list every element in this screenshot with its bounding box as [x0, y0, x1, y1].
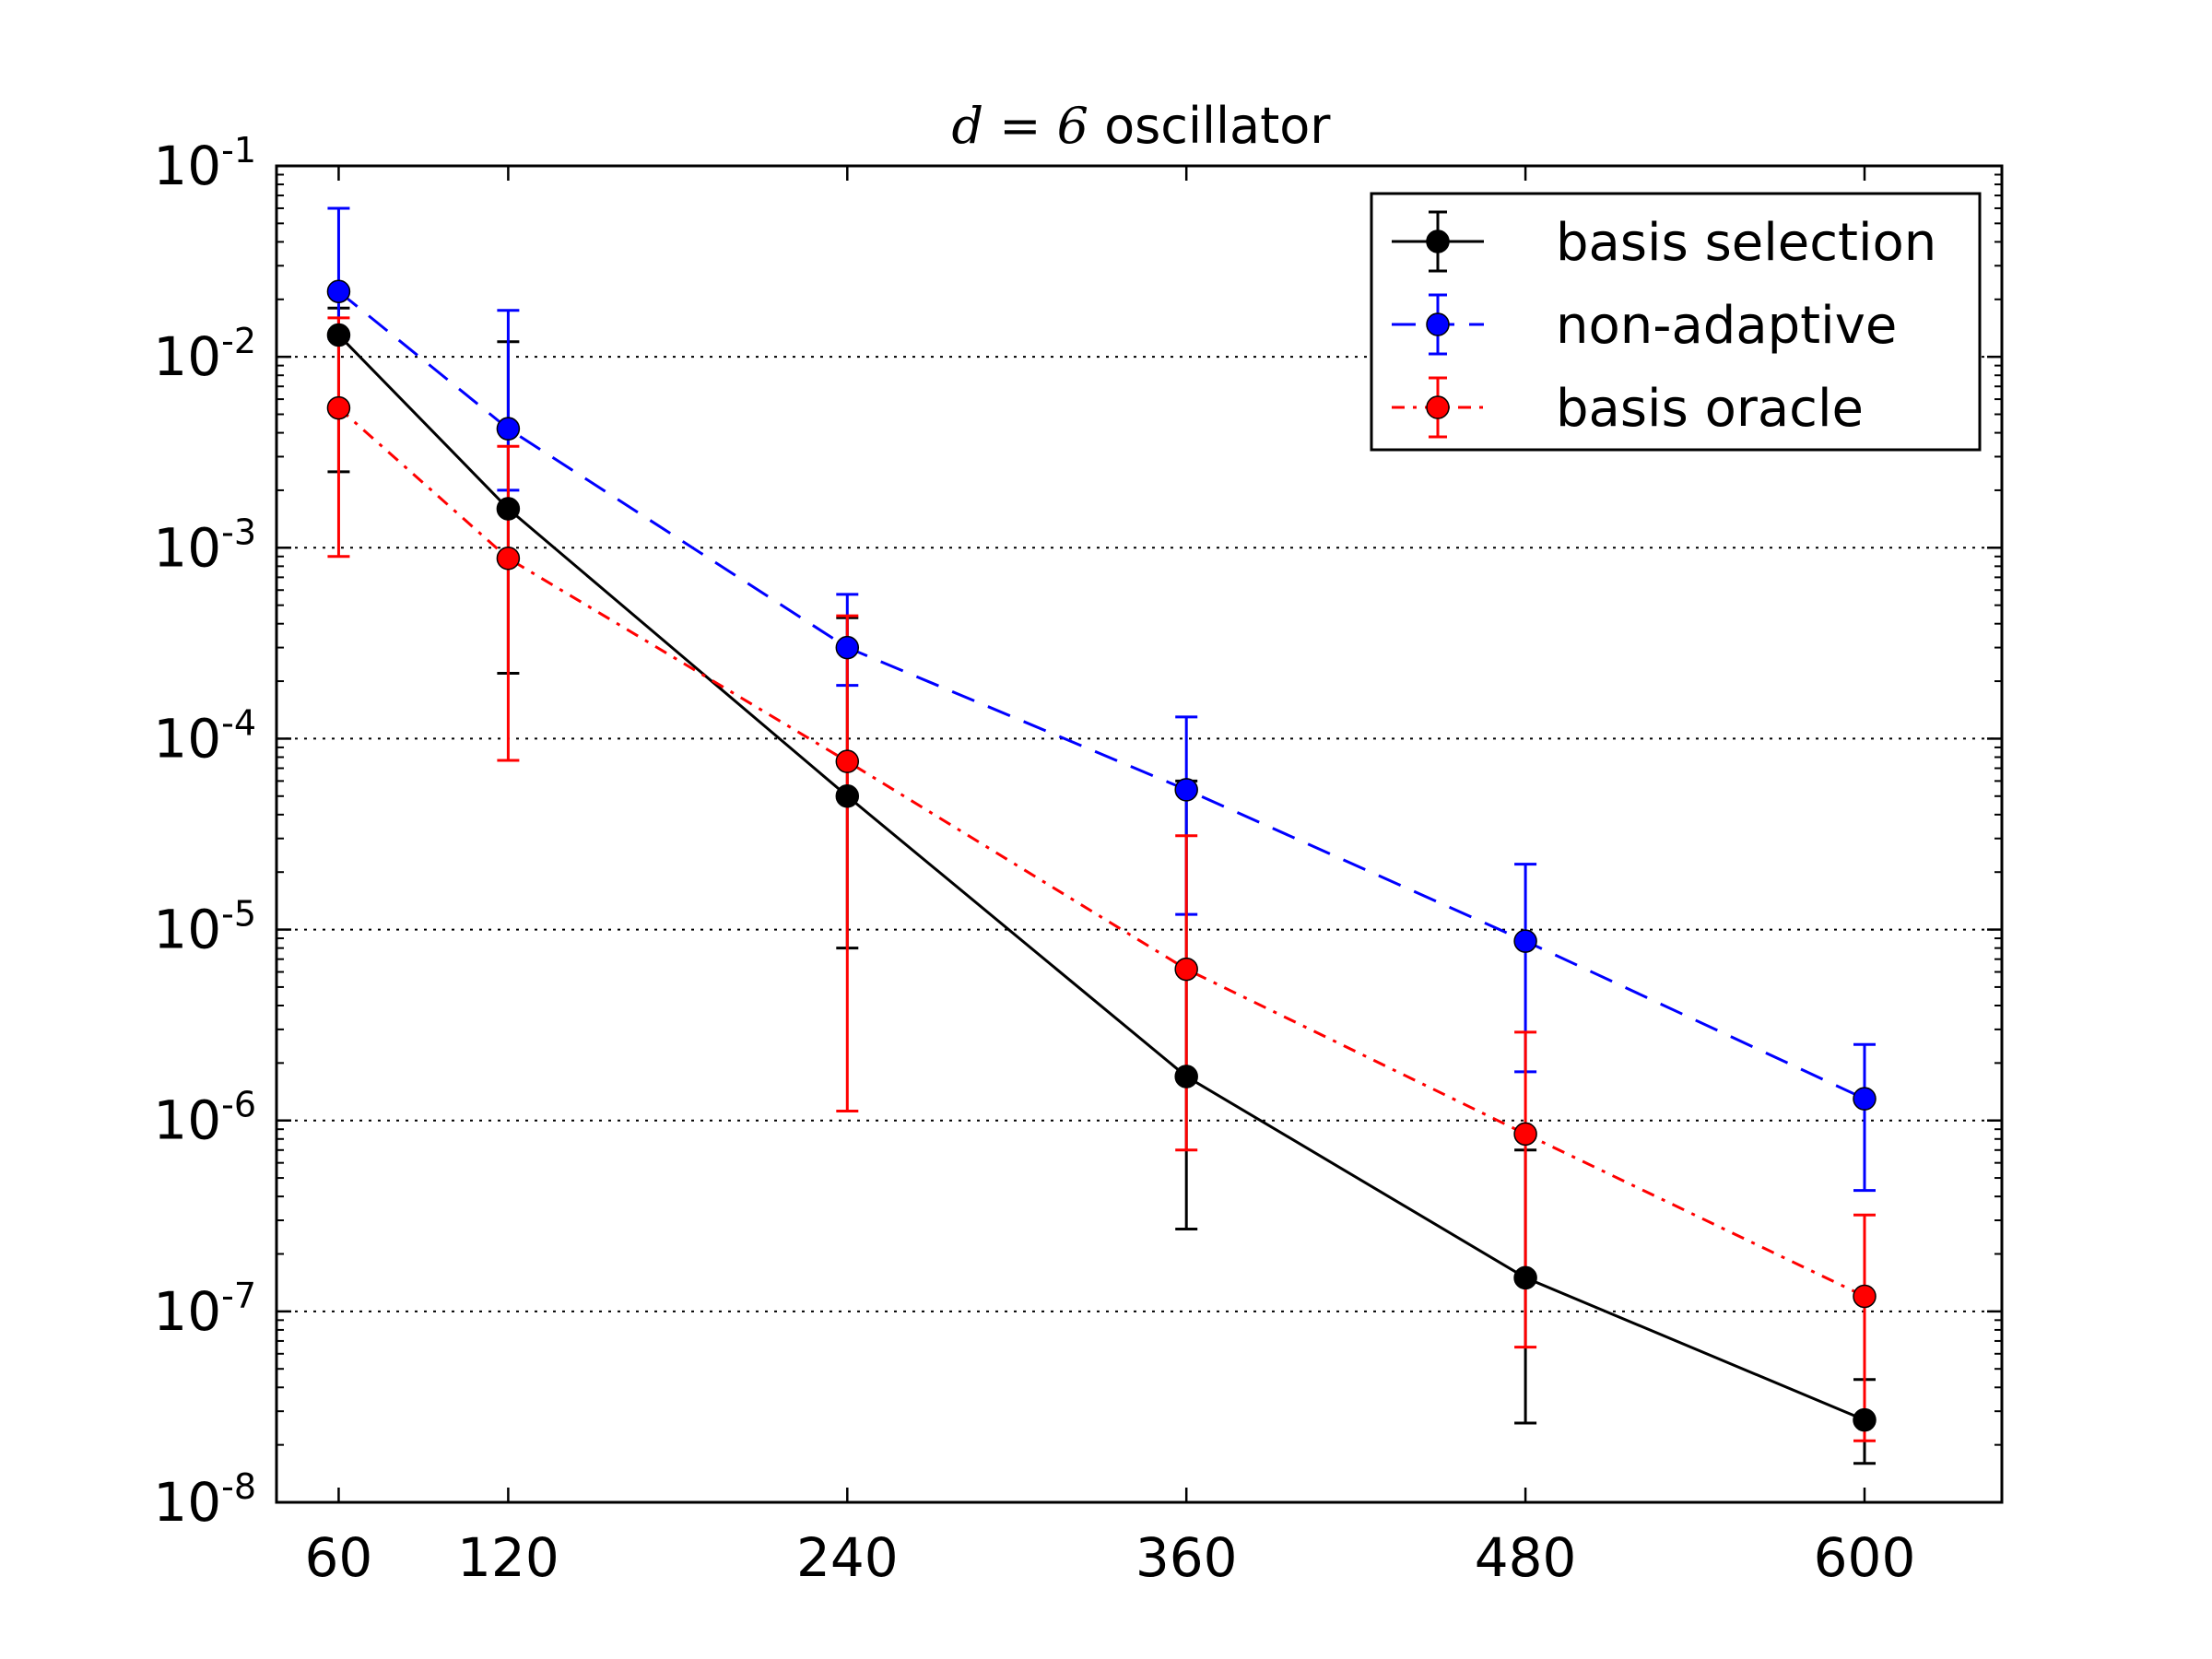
data-point [1513, 929, 1537, 953]
x-tick-label: 240 [796, 1526, 899, 1589]
grid-lines [276, 356, 2002, 1312]
data-point [326, 279, 351, 303]
series-line-0 [337, 334, 1865, 1422]
data-point [1174, 778, 1198, 802]
legend-marker [1426, 395, 1450, 419]
x-tick-label: 60 [305, 1526, 373, 1589]
x-tick-label: 360 [1135, 1526, 1238, 1589]
data-point [1513, 1265, 1537, 1290]
y-tick-label: 10-4 [153, 702, 256, 770]
y-tick-label: 10-8 [153, 1466, 256, 1534]
axes: 10-8 10-7 10-6 10-5 10-4 10-3 10-2 10-1 60 120 240… [153, 130, 2002, 1589]
x-tick-label: 600 [1814, 1526, 1916, 1589]
chart-title: d = 6 oscillator [951, 97, 1331, 155]
legend-label: basis oracle [1556, 379, 1864, 439]
data-point [496, 497, 521, 521]
data-point [835, 635, 860, 660]
series-line-2 [337, 406, 1865, 1298]
data-point [1853, 1284, 1877, 1309]
x-tick-label: 120 [457, 1526, 559, 1589]
data-point [1853, 1407, 1877, 1432]
data-point [496, 417, 521, 441]
legend-label: basis selection [1556, 213, 1936, 273]
data-point [1174, 957, 1198, 982]
x-tick-label: 480 [1475, 1526, 1577, 1589]
data-point [835, 784, 860, 808]
data-point [1513, 1122, 1537, 1147]
y-tick-label: 10-7 [153, 1276, 256, 1343]
y-tick-label: 10-6 [153, 1085, 256, 1152]
legend: basis selection non-adaptive basis oracle [1370, 192, 1982, 452]
y-tick-label: 10-2 [153, 321, 256, 388]
data-point [326, 323, 351, 347]
data-point [1853, 1087, 1877, 1111]
plot-frame [275, 164, 2004, 1504]
y-tick-label: 10-3 [153, 512, 256, 579]
data-point [496, 547, 521, 571]
legend-label: non-adaptive [1556, 296, 1897, 356]
data-point [835, 749, 860, 773]
data-point [1174, 1065, 1198, 1088]
y-tick-label: 10-5 [153, 894, 256, 961]
legend-frame [1370, 192, 1982, 452]
series-layer [326, 206, 1877, 1465]
legend-marker [1426, 312, 1450, 336]
legend-marker [1426, 229, 1450, 253]
data-point [326, 395, 351, 420]
y-tick-label: 10-1 [153, 130, 256, 197]
